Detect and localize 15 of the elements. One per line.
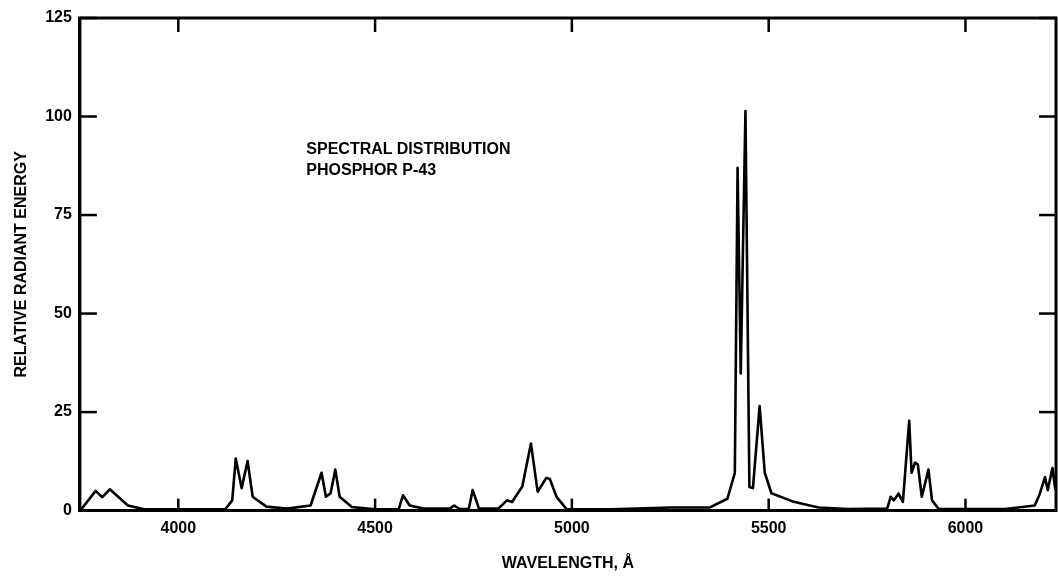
y-tick-label: 0: [62, 501, 72, 519]
x-tick-label: 6000: [947, 518, 984, 536]
y-tick-label: 50: [54, 303, 72, 321]
x-tick-label: 4000: [160, 518, 197, 536]
y-tick-label: 25: [54, 402, 72, 420]
x-tick-label: 4500: [357, 518, 393, 536]
text: SPECTRAL DISTRIBUTION: [306, 140, 511, 157]
y-tick-label: 125: [45, 8, 72, 26]
x-tick-label: 5000: [554, 518, 590, 536]
x-axis-title: WAVELENGTH, Å: [501, 552, 635, 571]
x-tick-label: 5500: [750, 518, 787, 536]
y-axis-title: RELATIVE RADIANT ENERGY: [12, 150, 30, 378]
y-tick-label: 100: [45, 106, 72, 124]
text: PHOSPHOR P-43: [306, 161, 437, 178]
y-tick-label: 75: [54, 205, 72, 223]
